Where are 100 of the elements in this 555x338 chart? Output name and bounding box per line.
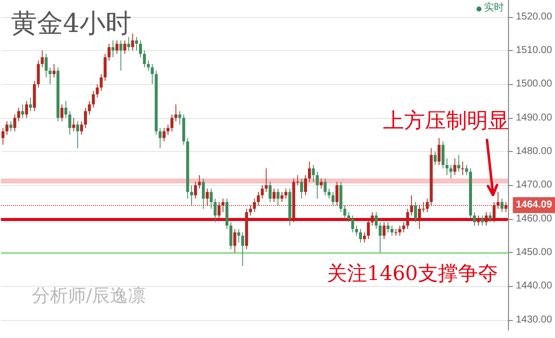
candlestick bbox=[300, 178, 304, 200]
candlestick bbox=[142, 50, 146, 68]
candlestick bbox=[115, 40, 118, 54]
candlestick bbox=[32, 80, 36, 112]
candlestick bbox=[194, 181, 197, 200]
candlestick bbox=[406, 208, 410, 230]
chart-title: 黄金4小时 bbox=[11, 9, 132, 39]
candlestick bbox=[465, 164, 468, 176]
candlestick bbox=[500, 198, 504, 213]
ref-line-label: 1464.09 bbox=[516, 200, 552, 211]
annotation: 上方压制明显 bbox=[383, 108, 509, 132]
candlestick bbox=[36, 60, 40, 88]
candlestick bbox=[260, 184, 264, 200]
candlestick bbox=[174, 104, 178, 122]
candlestick bbox=[343, 205, 346, 220]
candlestick bbox=[339, 181, 342, 213]
candlestick bbox=[21, 104, 24, 118]
candlestick bbox=[418, 205, 421, 230]
candlestick bbox=[488, 212, 492, 223]
candlestick bbox=[166, 124, 170, 136]
candlestick bbox=[60, 104, 64, 122]
candlestick bbox=[316, 171, 319, 200]
candlestick bbox=[492, 202, 496, 223]
candlestick bbox=[2, 128, 4, 146]
candlestick bbox=[362, 232, 366, 243]
candlestick bbox=[390, 225, 394, 236]
candlestick bbox=[182, 114, 186, 146]
candlestick bbox=[445, 158, 448, 176]
candlestick bbox=[398, 225, 402, 236]
y-tick-label: 1520.00 bbox=[516, 11, 552, 22]
candlestick bbox=[112, 40, 114, 58]
candlestick bbox=[202, 178, 205, 210]
candlestick bbox=[29, 97, 32, 112]
candlestick bbox=[386, 222, 390, 233]
candlestick bbox=[88, 100, 91, 115]
candlestick bbox=[52, 64, 56, 78]
candlestick bbox=[92, 90, 95, 108]
candlestick bbox=[351, 215, 354, 233]
y-tick-label: 1470.00 bbox=[516, 180, 552, 191]
candlestick bbox=[72, 117, 76, 132]
candlestick bbox=[332, 192, 334, 206]
candlestick bbox=[480, 215, 484, 226]
candlestick bbox=[355, 225, 358, 236]
candlestick bbox=[17, 107, 20, 122]
candlestick bbox=[44, 53, 48, 78]
annotation: 实时 bbox=[484, 2, 504, 14]
candlestick bbox=[410, 194, 414, 216]
candlestick bbox=[135, 36, 138, 51]
annotation: 关注1460支撑争夺 bbox=[327, 261, 498, 285]
y-tick-label: 1460.00 bbox=[516, 213, 552, 224]
candlestick bbox=[162, 128, 166, 142]
candlestick bbox=[214, 198, 217, 223]
candlestick bbox=[198, 174, 201, 189]
candlestick bbox=[312, 164, 315, 182]
candlestick bbox=[100, 74, 103, 92]
candlestick bbox=[218, 202, 221, 220]
candlestick bbox=[76, 120, 80, 149]
candlestick bbox=[272, 188, 276, 202]
candlestick bbox=[434, 151, 437, 166]
y-tick-label: 1480.00 bbox=[516, 146, 552, 158]
annotation: 分析师/辰逸凛 bbox=[32, 286, 146, 306]
candlestick bbox=[252, 198, 256, 213]
candlestick bbox=[210, 188, 213, 210]
candlestick bbox=[206, 188, 209, 206]
candlestick bbox=[170, 114, 174, 132]
candlestick bbox=[280, 192, 284, 202]
candlestick bbox=[229, 222, 232, 250]
candlestick bbox=[442, 141, 444, 169]
candlestick bbox=[178, 110, 182, 125]
candlestick bbox=[25, 100, 28, 118]
candlestick bbox=[9, 120, 12, 132]
candlestick bbox=[370, 212, 374, 226]
candlestick bbox=[472, 212, 476, 226]
y-tick-label: 1440.00 bbox=[516, 280, 552, 292]
y-tick-label: 1510.00 bbox=[516, 45, 552, 56]
candlestick bbox=[328, 188, 331, 200]
candlestick bbox=[222, 198, 224, 213]
candlestick bbox=[268, 181, 272, 202]
candlestick bbox=[104, 53, 107, 82]
candlestick bbox=[108, 43, 111, 62]
candlestick bbox=[249, 205, 252, 216]
candlestick bbox=[190, 184, 194, 206]
candlestick bbox=[382, 222, 386, 240]
y-tick-label: 1450.00 bbox=[516, 247, 552, 258]
candlestick bbox=[233, 228, 236, 253]
candlestick bbox=[378, 222, 382, 253]
candlestick bbox=[504, 202, 508, 213]
candlestick bbox=[158, 128, 162, 149]
candlestick bbox=[335, 181, 338, 206]
candlestick bbox=[414, 202, 417, 223]
candlestick bbox=[139, 40, 142, 58]
candlestick bbox=[366, 218, 370, 240]
candlestick bbox=[5, 120, 8, 136]
candlestick bbox=[453, 158, 456, 176]
candlestick bbox=[119, 40, 122, 72]
candlestick bbox=[426, 198, 429, 213]
candlestick bbox=[304, 174, 307, 196]
y-tick-label: 1490.00 bbox=[516, 112, 552, 124]
candlestick bbox=[131, 33, 134, 51]
candlestick bbox=[264, 168, 268, 192]
